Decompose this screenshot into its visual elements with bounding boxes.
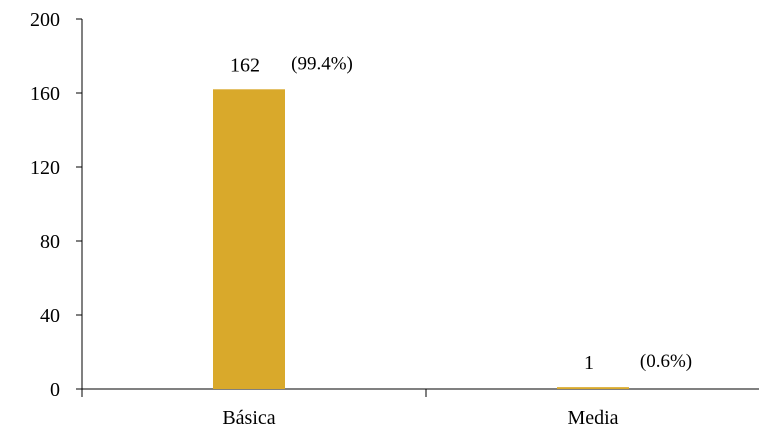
- value-label: 162: [230, 54, 260, 76]
- value-label: 1: [584, 352, 594, 374]
- y-tick-label: 40: [40, 305, 60, 327]
- y-tick-label: 160: [30, 83, 60, 105]
- percent-label: (99.4%): [291, 53, 353, 74]
- bar-media: [557, 387, 629, 389]
- bar-básica: [213, 89, 285, 390]
- y-tick-label: 0: [50, 379, 60, 401]
- y-tick-label: 80: [40, 231, 60, 253]
- bars: [213, 89, 629, 390]
- y-tick-label: 200: [30, 9, 60, 31]
- percent-label: (0.6%): [640, 351, 692, 372]
- category-label: Básica: [222, 407, 275, 429]
- labels: 162 (99.4%) Básica 1 (0.6%) Media: [222, 53, 692, 429]
- axes: 0 40 80 120 160 200: [30, 9, 759, 401]
- y-tick-label: 120: [30, 157, 60, 179]
- category-label: Media: [567, 407, 618, 429]
